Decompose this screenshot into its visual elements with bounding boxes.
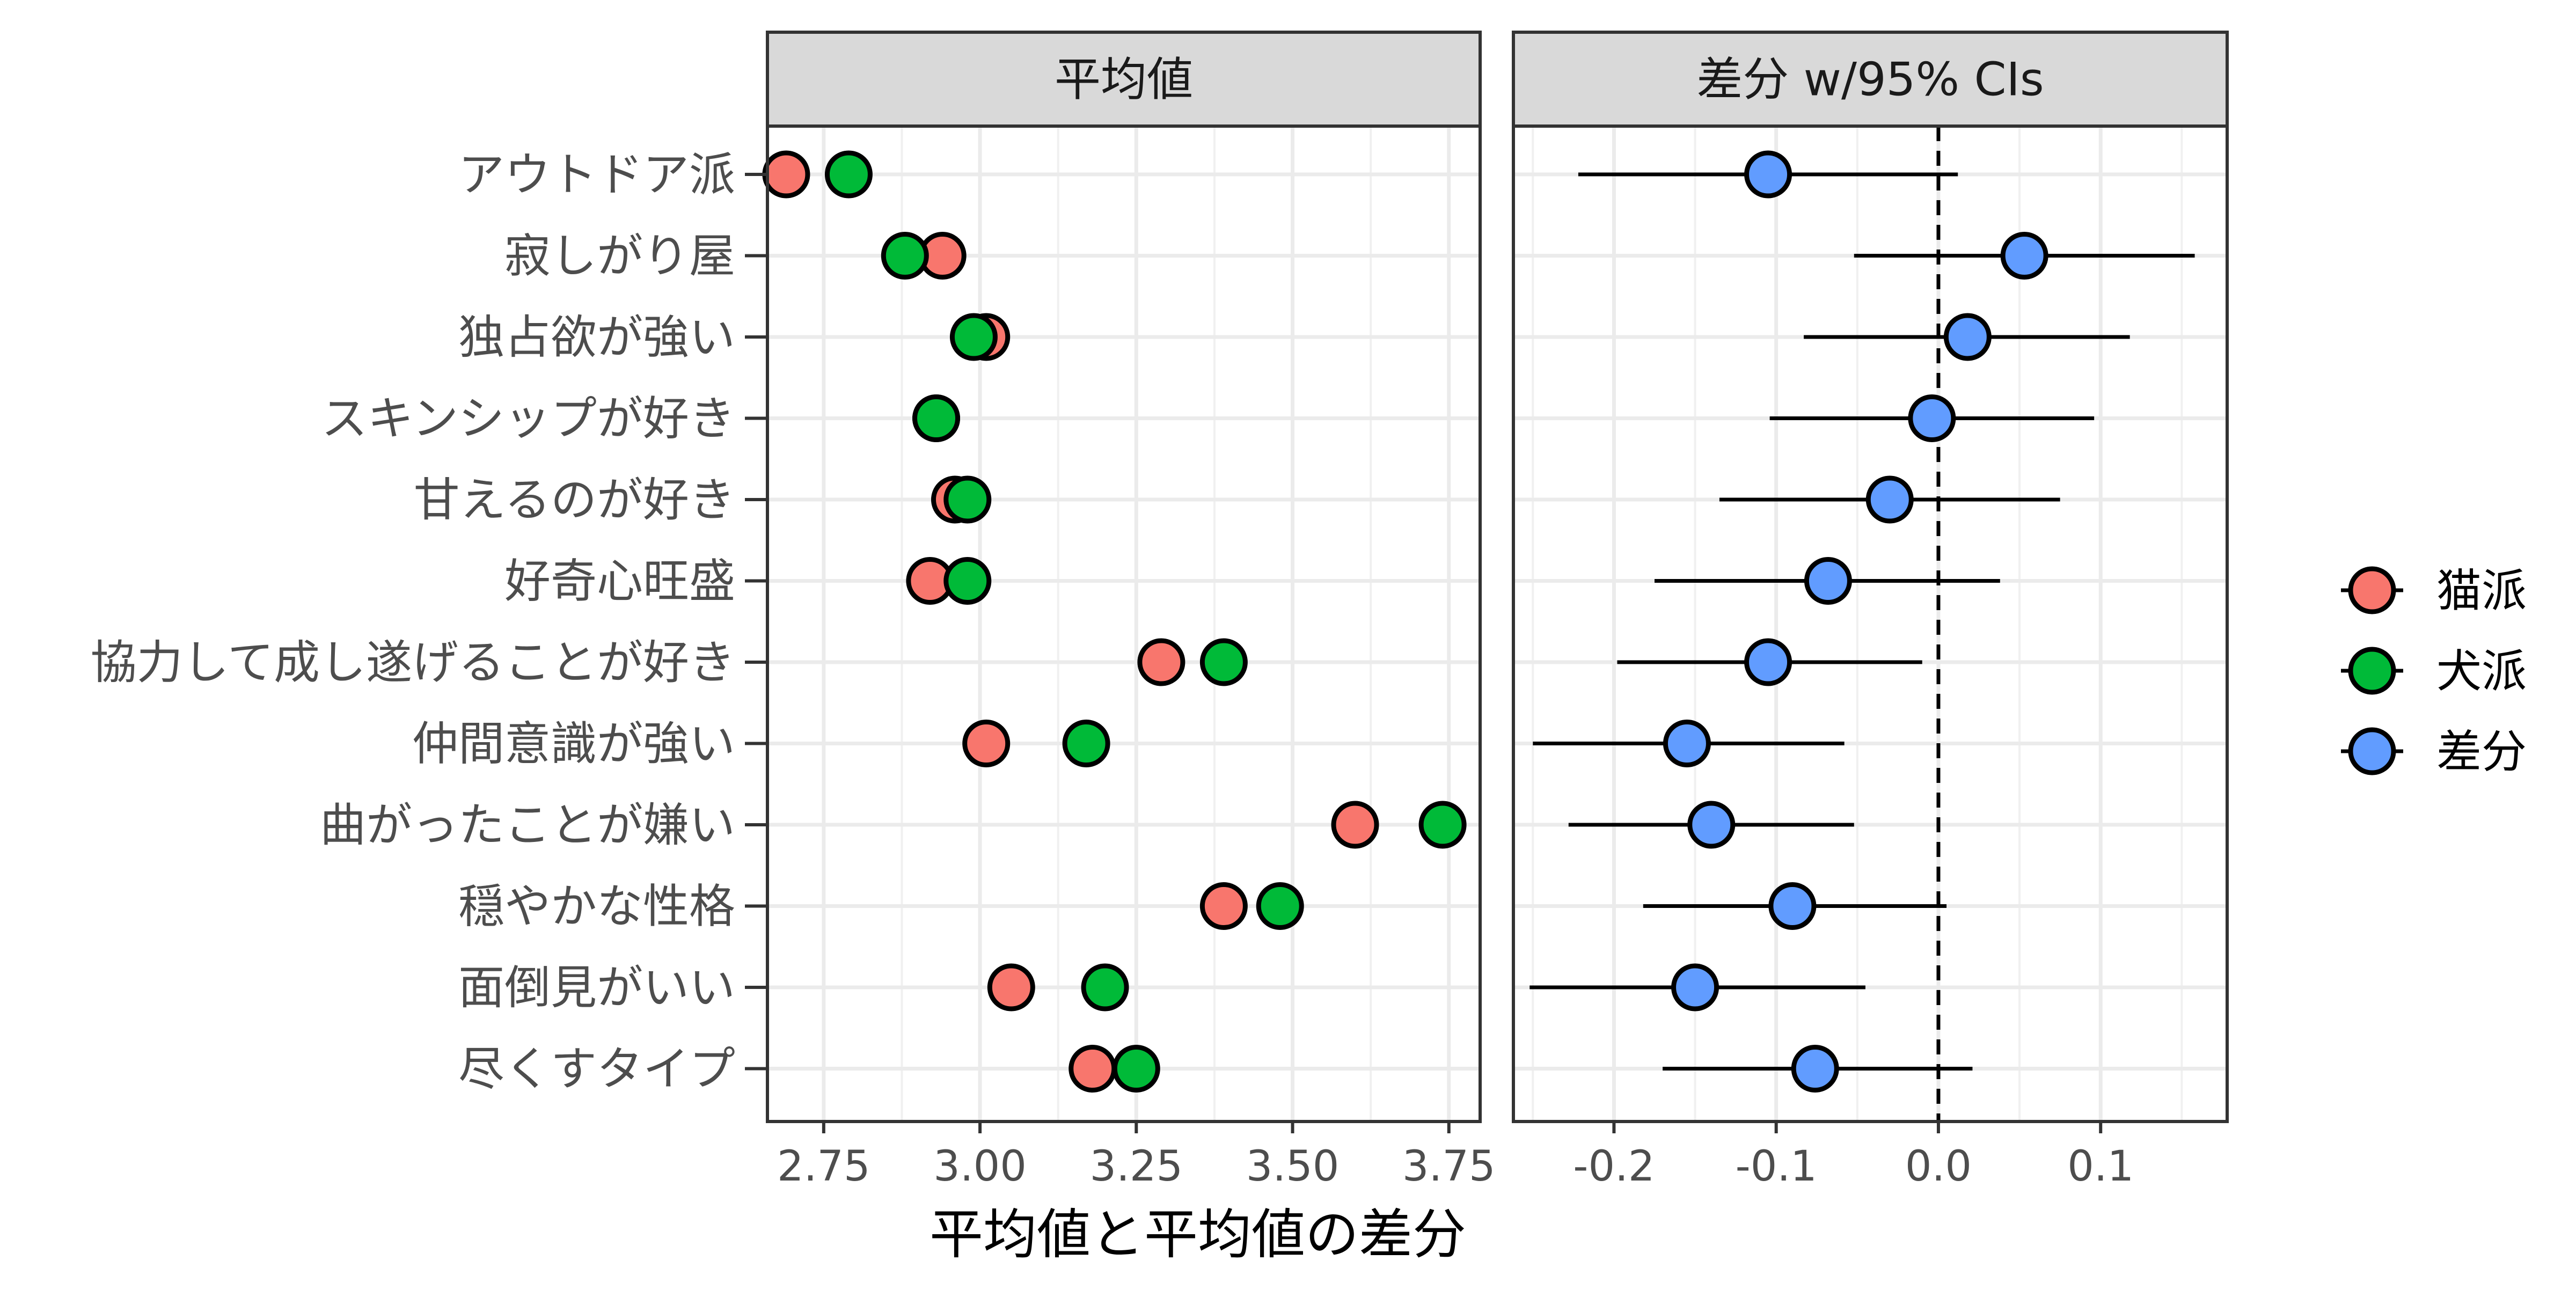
legend-label: 猫派 xyxy=(2436,565,2527,617)
x-tick-label: 0.0 xyxy=(1905,1142,1972,1191)
y-tick-label: 協力して成し遂げることが好き xyxy=(91,636,735,690)
y-tick-label: 穏やかな性格 xyxy=(458,880,735,934)
data-point xyxy=(2000,232,2048,280)
data-point xyxy=(762,150,810,199)
x-tick-label: -0.2 xyxy=(1573,1142,1655,1191)
y-tick-label: 独占欲が強い xyxy=(458,311,735,364)
data-point xyxy=(824,150,873,199)
data-point xyxy=(1744,150,1792,199)
y-tick-label: 好奇心旺盛 xyxy=(504,555,735,609)
y-tick-label: スキンシップが好き xyxy=(321,392,735,446)
panel-2: 差分 w/95% CIs -0.2 -0.1 0.0 0.1 xyxy=(1512,31,2229,1191)
legend-label: 犬派 xyxy=(2436,645,2527,698)
legend-item: 差分 xyxy=(2341,725,2527,778)
panel-strip xyxy=(766,31,1482,128)
panel-background xyxy=(1513,126,2227,1122)
data-point xyxy=(912,394,961,442)
data-point xyxy=(1908,394,1956,442)
data-point xyxy=(1069,1045,1117,1093)
x-tick-label: 3.75 xyxy=(1402,1142,1496,1191)
data-point xyxy=(1199,882,1248,930)
data-point xyxy=(943,557,992,605)
legend-item: 猫派 xyxy=(2341,565,2527,617)
data-point xyxy=(1687,801,1736,849)
data-point xyxy=(1943,313,1992,361)
y-tick-label: 尽くすタイプ xyxy=(458,1043,735,1096)
data-point xyxy=(1112,1045,1160,1093)
data-point xyxy=(1791,1045,1839,1093)
panels: 平均値 2.75 3.00 3.25 3.50 3.75 差分 w/95% CIs -0.2 -… xyxy=(762,31,2229,1191)
legend-key-point xyxy=(2348,727,2396,775)
panel-background xyxy=(767,126,1480,1122)
data-point xyxy=(1081,963,1129,1012)
y-tick-label: 寂しがり屋 xyxy=(504,230,735,283)
data-point xyxy=(1418,801,1467,849)
data-point xyxy=(1062,720,1110,767)
data-point xyxy=(1256,882,1304,930)
data-point xyxy=(1865,475,1914,524)
y-axis-labels: アウトドア派寂しがり屋独占欲が強いスキンシップが好き甘えるのが好き好奇心旺盛協力… xyxy=(91,148,767,1096)
panel-strip xyxy=(1512,31,2229,128)
panel-1: 平均値 2.75 3.00 3.25 3.50 3.75 xyxy=(762,31,1496,1191)
panel-title: 差分 w/95% CIs xyxy=(1696,53,2044,107)
x-tick-label: -0.1 xyxy=(1736,1142,1817,1191)
data-point xyxy=(1768,882,1817,930)
panel-border xyxy=(1512,124,2229,1123)
panel-border xyxy=(766,124,1482,1123)
data-point xyxy=(881,232,929,280)
data-point xyxy=(943,475,992,524)
legend-label: 差分 xyxy=(2436,725,2527,778)
x-tick-label: 3.25 xyxy=(1089,1142,1183,1191)
data-point xyxy=(949,313,998,361)
data-point xyxy=(1199,638,1248,686)
y-tick-label: 甘えるのが好き xyxy=(414,473,735,527)
y-tick-label: アウトドア派 xyxy=(458,148,735,202)
x-tick-label: 0.1 xyxy=(2067,1142,2134,1191)
y-tick-label: 曲がったことが嫌い xyxy=(320,798,735,852)
data-point xyxy=(1744,638,1792,686)
panel-title: 平均値 xyxy=(1055,53,1193,107)
x-axis-title: 平均値と平均値の差分 xyxy=(930,1203,1466,1266)
legend-key-point xyxy=(2348,647,2396,695)
legend-item: 犬派 xyxy=(2341,645,2527,698)
x-tick-label: 2.75 xyxy=(777,1142,870,1191)
y-tick-label: 仲間意識が強い xyxy=(412,717,735,771)
data-point xyxy=(1671,963,1719,1012)
legend-key-point xyxy=(2348,566,2396,614)
y-tick-label: 面倒見がいい xyxy=(458,961,735,1015)
data-point xyxy=(987,963,1035,1012)
data-point xyxy=(962,720,1011,767)
data-point xyxy=(1137,638,1185,686)
x-tick-label: 3.50 xyxy=(1246,1142,1340,1191)
data-point xyxy=(1804,557,1852,605)
x-tick-label: 3.00 xyxy=(933,1142,1027,1191)
data-point xyxy=(1331,801,1379,849)
data-point xyxy=(1663,720,1711,767)
